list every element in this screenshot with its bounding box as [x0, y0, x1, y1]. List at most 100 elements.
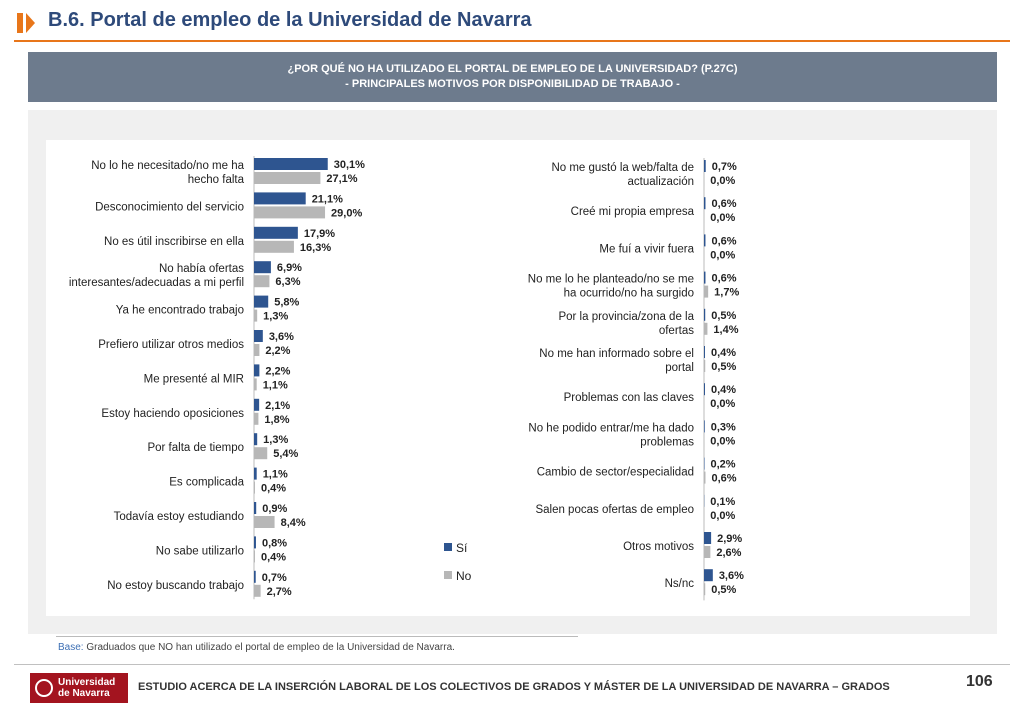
chart-area: No lo he necesitado/no me ha hecho falta 3… — [46, 140, 970, 616]
chart-1-bar-no — [704, 471, 706, 484]
chart-0-data-label: 6,9% — [277, 262, 302, 274]
logo-line-1: Universidad — [58, 677, 116, 688]
chart-0-bar-no — [254, 240, 294, 253]
chart-0-bar-no — [254, 481, 255, 494]
chart-0-data-label: 2,2% — [265, 365, 290, 377]
chart-1-bar-si — [704, 308, 706, 321]
chart-0-bar-si — [254, 570, 256, 583]
chart-1-bar-si — [704, 160, 706, 172]
chevron-right-icon — [26, 13, 35, 33]
chart-0-category-label: Es complicada — [169, 477, 244, 489]
chart-1-category-label: portal — [665, 362, 694, 374]
chart-0-data-label: 1,3% — [263, 311, 288, 323]
chart-1-bar-si — [704, 420, 705, 433]
chart-1-data-label: 0,0% — [710, 175, 735, 187]
chart-1-data-label: 0,0% — [710, 510, 735, 522]
chart-1-bar-no — [704, 546, 711, 558]
chart-1-bar-no — [704, 583, 706, 596]
chart-0-category-label: Por falta de tiempo — [147, 442, 244, 454]
chart-1-category-label: Cambio de sector/especialidad — [537, 467, 694, 479]
chart-0-bar-no — [254, 378, 257, 391]
chart-1-category-label: No me lo he planteado/no se me — [528, 274, 694, 286]
chart-1-data-label: 0,4% — [711, 384, 736, 396]
chart-1-bar-si — [704, 383, 705, 396]
chart-0-data-label: 1,3% — [263, 434, 288, 446]
chart-0-bar-si — [254, 295, 269, 308]
chart-1-category-label: Salen pocas ofertas de empleo — [535, 504, 694, 516]
chart-0-bar-si — [254, 192, 306, 205]
base-text: Graduados que NO han utilizado el portal… — [83, 642, 455, 653]
chart-1-bar-no — [704, 322, 708, 335]
banner-question: ¿POR QUÉ NO HA UTILIZADO EL PORTAL DE EM… — [287, 63, 738, 75]
chart-0-data-label: 6,3% — [275, 276, 300, 288]
chart-0-data-label: 29,0% — [331, 207, 362, 219]
chart-0-bar-no — [254, 275, 270, 288]
chart-1-bar-no — [704, 360, 706, 372]
chart-0-data-label: 1,8% — [264, 414, 289, 426]
page-number: 106 — [966, 673, 993, 690]
seal-icon — [35, 679, 53, 697]
chart-1-data-label: 0,5% — [711, 361, 736, 373]
chart-1-bar-no — [704, 285, 709, 298]
chart-0-category-label: interesantes/adecuadas a mi perfil — [69, 277, 244, 289]
university-logo: Universidad de Navarra — [30, 673, 128, 703]
legend-swatch-no — [444, 571, 452, 579]
chart-0-data-label: 0,7% — [262, 572, 287, 584]
chart-0-data-label: 1,1% — [263, 469, 288, 481]
chart-0-bar-no — [254, 344, 260, 356]
base-label: Base: — [58, 642, 84, 653]
chart-1-data-label: 2,9% — [717, 533, 742, 545]
base-divider — [56, 636, 578, 637]
chart-0-data-label: 2,1% — [265, 400, 290, 412]
chart-0-bar-no — [254, 447, 268, 460]
chart-1-category-label: Creé mi propia empresa — [571, 206, 695, 218]
chart-1-bar-si — [704, 346, 705, 358]
chart-1-data-label: 3,6% — [719, 570, 744, 582]
chart-1-category-label: No me gustó la web/falta de — [551, 162, 694, 174]
chart-1-data-label: 0,5% — [711, 310, 736, 322]
chart-0-data-label: 2,7% — [267, 586, 292, 598]
chart-1-data-label: 0,1% — [710, 496, 735, 508]
chart-0-category-label: No lo he necesitado/no me ha — [91, 160, 244, 172]
banner-subtitle: - PRINCIPALES MOTIVOS POR DISPONIBILIDAD… — [345, 78, 680, 90]
legend-swatch-si — [444, 543, 452, 551]
chart-1-category-label: No me han informado sobre el — [539, 348, 694, 360]
chart-1-bar-si — [704, 532, 712, 544]
chart-0-bar-si — [254, 261, 271, 274]
chart-0-bar-no — [254, 172, 321, 184]
chart-0-category-label: Desconocimiento del servicio — [95, 201, 244, 213]
chart-0-category-label: No sabe utilizarlo — [156, 545, 244, 557]
chart-0-data-label: 0,4% — [261, 483, 286, 495]
header-divider — [14, 40, 1010, 42]
chart-0-data-label: 0,4% — [261, 551, 286, 563]
chart-0-data-label: 5,4% — [273, 448, 298, 460]
logo-line-2: de Navarra — [58, 688, 110, 699]
chart-0-data-label: 1,1% — [263, 379, 288, 391]
page-title: B.6. Portal de empleo de la Universidad … — [48, 9, 532, 31]
chart-1-data-label: 0,6% — [711, 473, 736, 485]
chart-1-data-label: 0,0% — [710, 398, 735, 410]
chart-1-data-label: 0,6% — [711, 198, 736, 210]
chart-1-data-label: 1,7% — [714, 287, 739, 299]
chart-0-data-label: 3,6% — [269, 331, 294, 343]
chart-0-bar-si — [254, 226, 298, 239]
chart-1-category-label: problemas — [640, 436, 694, 448]
chart-1-data-label: 0,5% — [711, 584, 736, 596]
chart-0-data-label: 0,9% — [262, 503, 287, 515]
footer-divider — [14, 664, 1010, 665]
chart-0-category-label: Ya he encontrado trabajo — [116, 305, 244, 317]
chart-1-category-label: actualización — [628, 176, 694, 188]
chart-0-category-label: No estoy buscando trabajo — [107, 580, 244, 592]
chart-1-data-label: 0,0% — [710, 212, 735, 224]
chart-0-category-label: Estoy haciendo oposiciones — [101, 408, 244, 420]
chart-0-bar-si — [254, 467, 257, 480]
chart-1-category-label: ha ocurrido/no ha surgido — [564, 288, 694, 300]
chart-0-bar-no — [254, 412, 259, 425]
chart-0-bar-si — [254, 158, 328, 170]
chart-1-category-label: Me fuí a vivir fuera — [599, 243, 694, 255]
chart-0-data-label: 21,1% — [312, 193, 343, 205]
chart-0-category-label: Prefiero utilizar otros medios — [98, 339, 244, 351]
chart-0-bar-si — [254, 502, 257, 514]
chart-1-data-label: 0,3% — [711, 421, 736, 433]
chart-0-data-label: 17,9% — [304, 228, 335, 240]
